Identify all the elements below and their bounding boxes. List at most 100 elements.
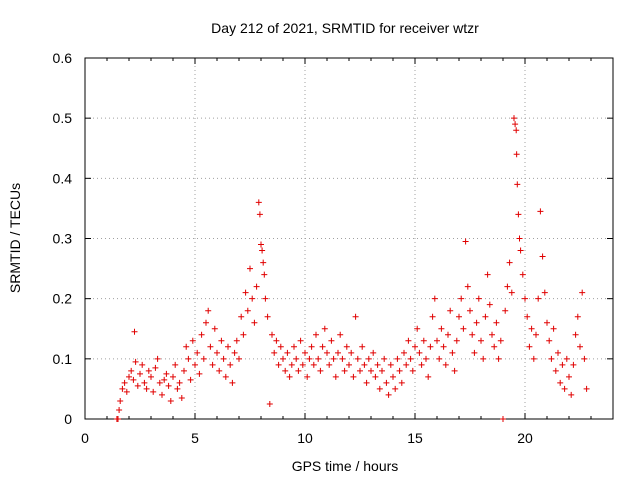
data-point bbox=[214, 349, 220, 356]
x-tick-label: 10 bbox=[297, 430, 313, 446]
data-point bbox=[313, 331, 319, 338]
data-point bbox=[563, 355, 570, 362]
data-point bbox=[145, 367, 152, 374]
data-point bbox=[352, 313, 359, 320]
data-point bbox=[403, 361, 410, 368]
x-tick-labels: 0 5 10 15 20 bbox=[81, 430, 533, 446]
data-point bbox=[159, 391, 165, 398]
data-point bbox=[495, 355, 502, 362]
data-point bbox=[442, 361, 449, 368]
data-point bbox=[561, 385, 568, 392]
data-point bbox=[546, 337, 553, 344]
data-point bbox=[387, 361, 394, 368]
data-point bbox=[381, 355, 388, 362]
data-point bbox=[506, 259, 513, 266]
y-tick-label: 0.3 bbox=[53, 231, 73, 247]
data-point bbox=[194, 349, 201, 356]
data-point bbox=[533, 331, 539, 338]
data-point bbox=[148, 373, 154, 380]
data-point bbox=[462, 238, 469, 245]
data-point bbox=[176, 379, 183, 386]
data-point bbox=[559, 361, 566, 368]
data-point bbox=[222, 373, 229, 380]
data-point bbox=[262, 295, 269, 302]
data-point bbox=[297, 337, 304, 344]
data-point bbox=[346, 361, 352, 368]
data-point bbox=[429, 313, 436, 320]
data-point bbox=[255, 199, 262, 206]
data-point bbox=[512, 121, 519, 128]
data-point bbox=[225, 343, 231, 350]
data-point bbox=[170, 373, 176, 380]
data-point bbox=[310, 361, 317, 368]
data-point bbox=[489, 331, 495, 338]
x-axis-label: GPS time / hours bbox=[292, 458, 399, 474]
data-point bbox=[139, 361, 146, 368]
data-point bbox=[220, 355, 227, 362]
data-point bbox=[524, 313, 531, 320]
data-point bbox=[447, 307, 454, 314]
y-axis-label: SRMTID / TECUs bbox=[7, 183, 23, 293]
data-point bbox=[339, 355, 346, 362]
data-point bbox=[141, 379, 148, 386]
data-point bbox=[361, 361, 368, 368]
data-point bbox=[259, 247, 266, 254]
axis-ticks bbox=[84, 57, 613, 420]
data-point bbox=[416, 349, 423, 356]
data-point bbox=[583, 385, 590, 392]
data-point bbox=[130, 376, 137, 383]
data-point bbox=[555, 349, 561, 356]
data-point bbox=[449, 349, 456, 356]
data-point bbox=[341, 367, 348, 374]
data-point bbox=[460, 325, 467, 332]
data-point bbox=[508, 289, 515, 296]
data-point bbox=[302, 349, 308, 356]
data-point bbox=[126, 373, 132, 380]
data-point bbox=[326, 361, 333, 368]
data-point bbox=[363, 379, 370, 386]
data-point bbox=[537, 208, 544, 215]
data-point bbox=[258, 241, 264, 248]
data-point bbox=[475, 295, 482, 302]
data-point bbox=[359, 343, 366, 350]
data-point bbox=[434, 337, 440, 344]
data-point bbox=[517, 247, 524, 254]
data-point bbox=[200, 355, 207, 362]
data-point bbox=[189, 337, 196, 344]
data-point bbox=[264, 313, 271, 320]
data-point bbox=[218, 337, 225, 344]
y-tick-label: 0.5 bbox=[53, 110, 73, 126]
data-point bbox=[577, 343, 583, 350]
data-point bbox=[269, 331, 275, 338]
data-point bbox=[280, 355, 286, 362]
data-point bbox=[187, 376, 194, 383]
y-tick-label: 0.1 bbox=[53, 351, 73, 367]
data-point bbox=[324, 349, 330, 356]
data-point bbox=[207, 343, 214, 350]
data-point bbox=[266, 400, 273, 407]
data-point bbox=[335, 349, 341, 356]
data-points bbox=[113, 115, 590, 422]
data-point bbox=[425, 373, 432, 380]
data-point bbox=[172, 361, 179, 368]
data-point bbox=[405, 337, 412, 344]
data-point bbox=[273, 337, 280, 344]
data-point bbox=[566, 373, 572, 380]
data-point bbox=[491, 343, 498, 350]
data-point bbox=[304, 373, 311, 380]
data-point bbox=[116, 406, 123, 413]
data-point bbox=[203, 319, 209, 326]
x-tick-label: 20 bbox=[517, 430, 533, 446]
data-point bbox=[317, 367, 324, 374]
data-point bbox=[238, 313, 245, 320]
data-point bbox=[557, 379, 564, 386]
y-tick-label: 0.6 bbox=[53, 50, 73, 66]
data-point bbox=[161, 376, 168, 383]
data-point bbox=[535, 295, 542, 302]
data-point bbox=[365, 355, 372, 362]
data-point bbox=[372, 373, 379, 380]
data-point bbox=[484, 271, 491, 278]
data-point bbox=[482, 313, 489, 320]
data-point bbox=[453, 337, 460, 344]
data-point bbox=[131, 328, 138, 335]
